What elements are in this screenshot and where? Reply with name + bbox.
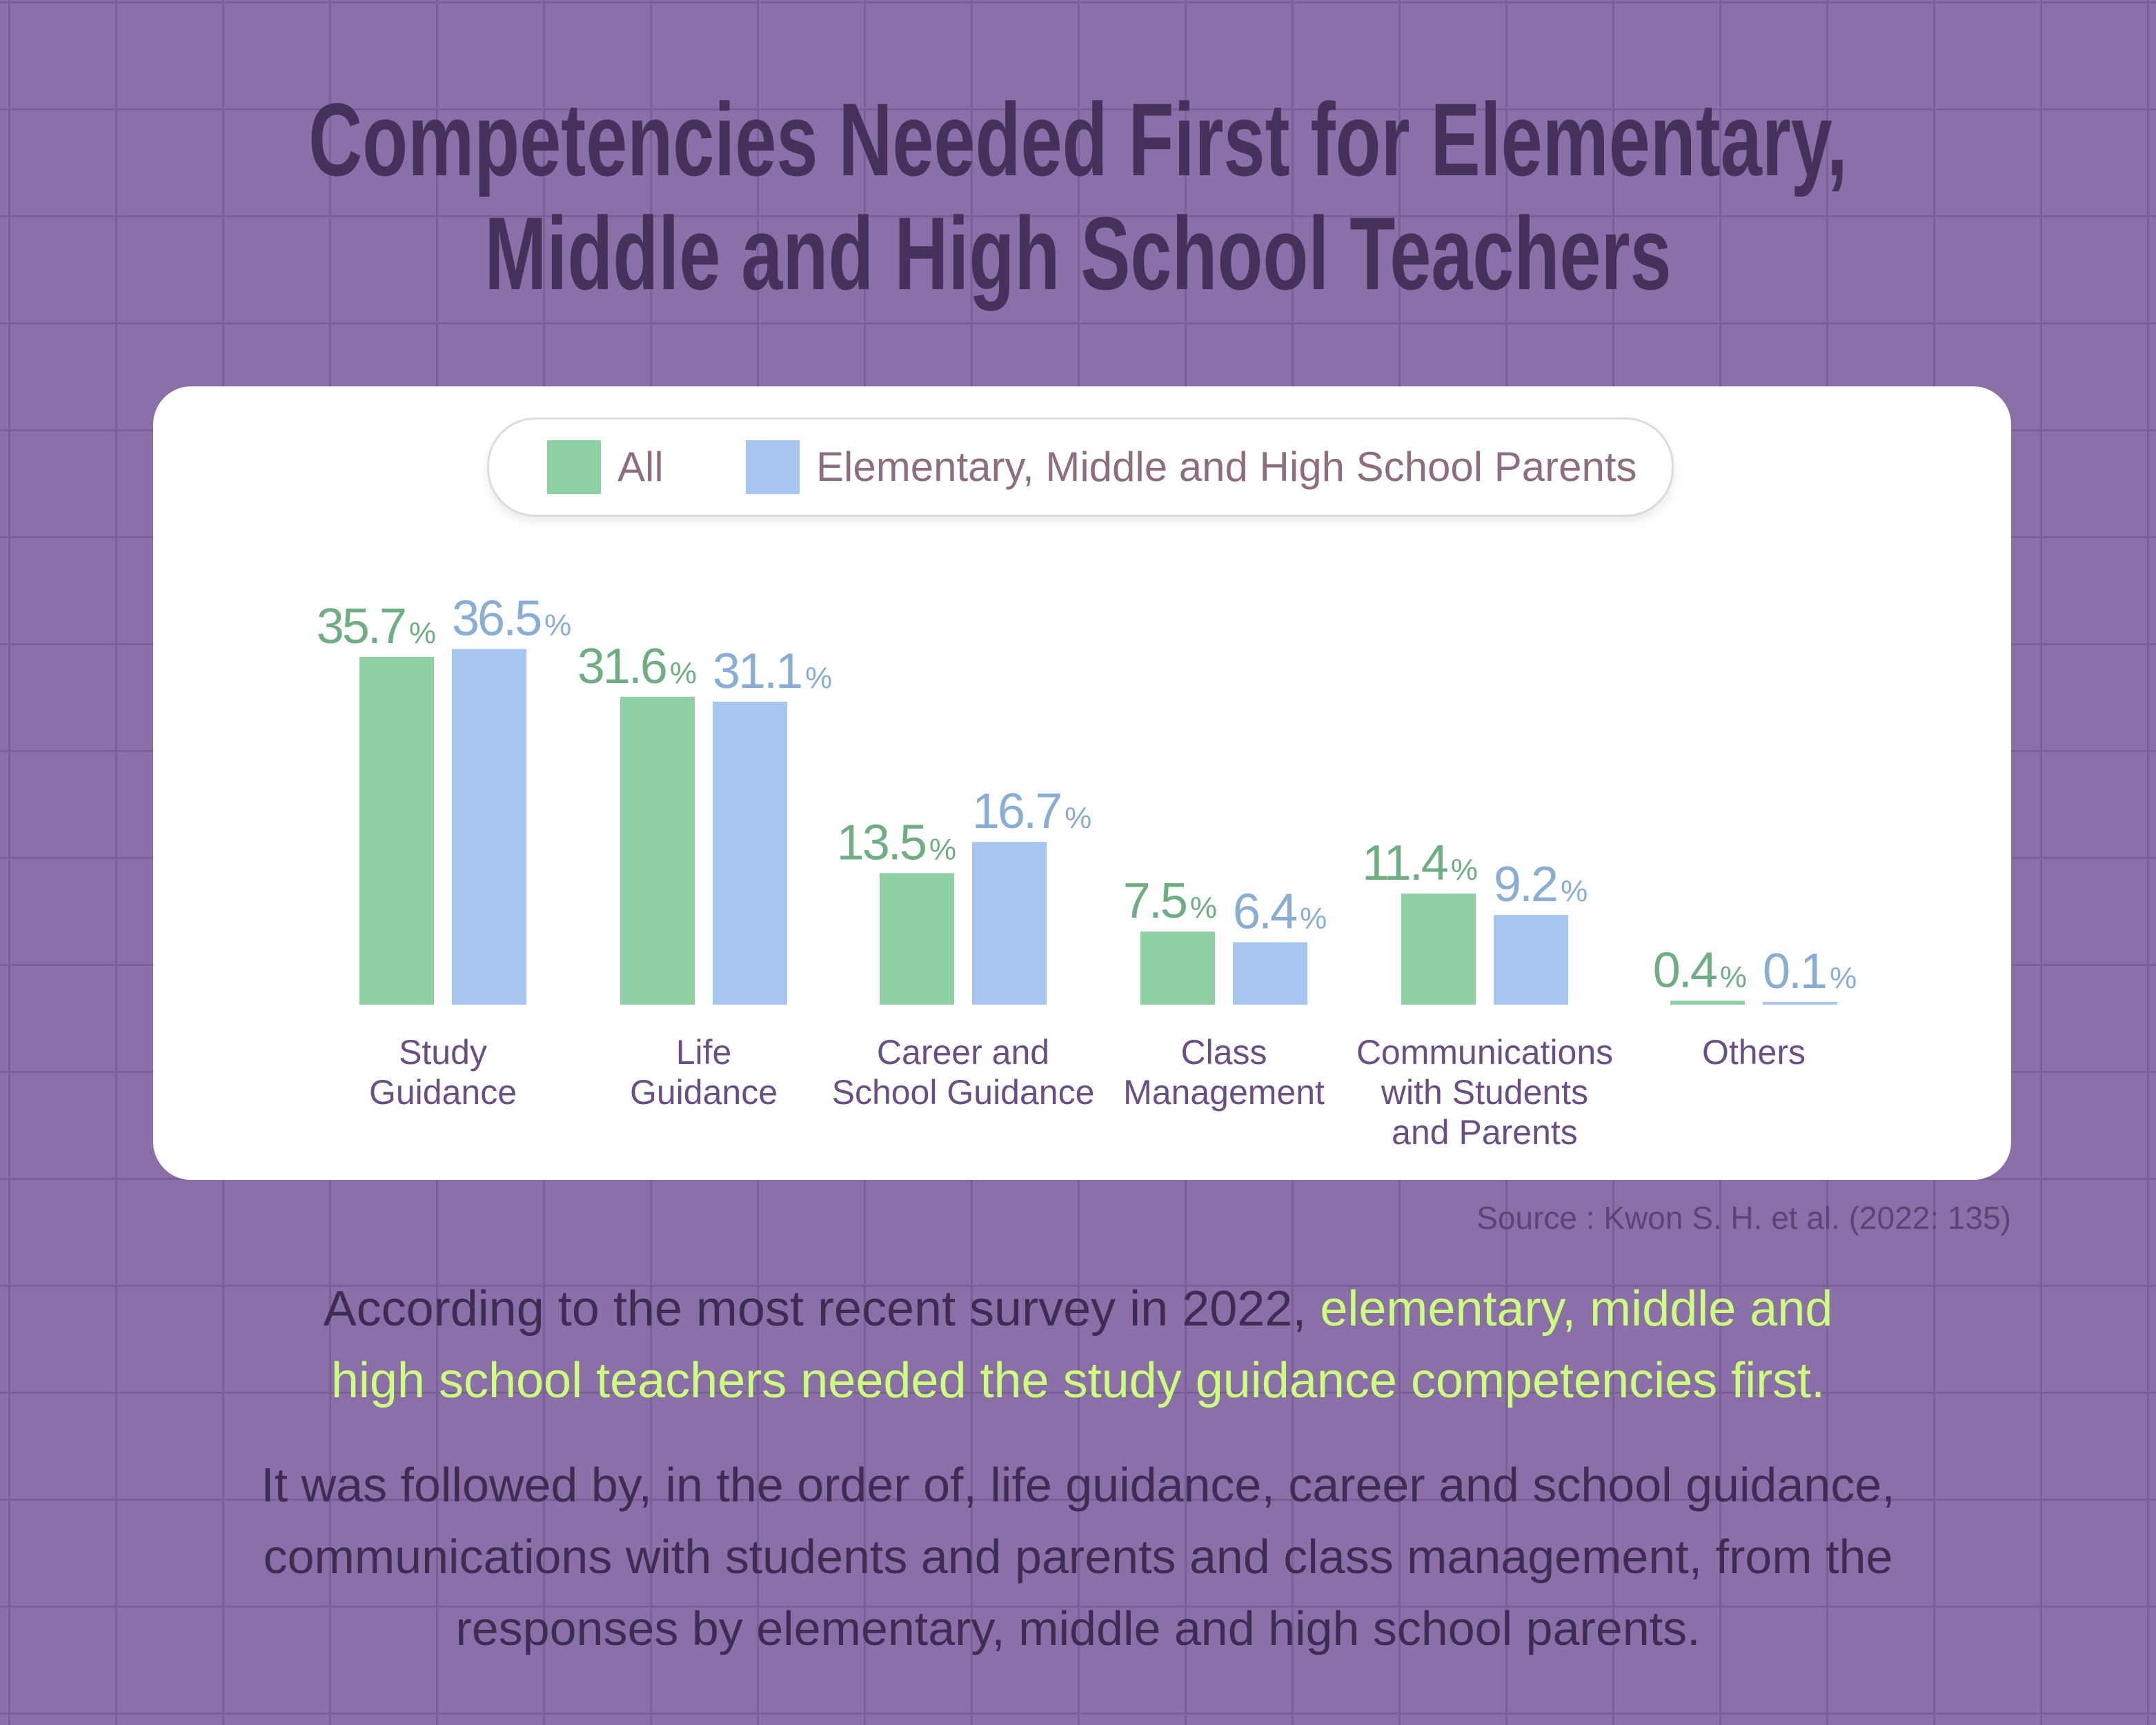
legend-label-all: All bbox=[617, 444, 664, 490]
data-label: 7.5% bbox=[1123, 874, 1216, 929]
title-line-1: Competencies Needed First for Elementary… bbox=[308, 81, 1848, 197]
bar-all bbox=[1140, 931, 1215, 1005]
category-label: Life bbox=[676, 1033, 732, 1072]
bar-all bbox=[359, 656, 434, 1005]
bar-parents bbox=[1494, 915, 1568, 1005]
legend-swatch-all bbox=[547, 440, 601, 494]
bar-parents bbox=[1763, 1002, 1837, 1005]
category-label: Communications bbox=[1356, 1033, 1613, 1072]
category-label: Management bbox=[1123, 1073, 1325, 1112]
data-label: 13.5% bbox=[837, 815, 956, 870]
bar-parents bbox=[713, 701, 787, 1005]
category-label: with Students bbox=[1381, 1073, 1588, 1112]
data-label: 31.6% bbox=[577, 639, 696, 694]
category-label: and Parents bbox=[1392, 1113, 1578, 1152]
data-label: 31.1% bbox=[713, 644, 831, 699]
bar-all bbox=[1401, 894, 1476, 1005]
bar-all bbox=[620, 696, 695, 1005]
title-line-2: Middle and High School Teachers bbox=[484, 195, 1672, 311]
summary-plain: According to the most recent survey in 2… bbox=[323, 1281, 1321, 1337]
source-note: Source : Kwon S. H. et al. (2022: 135) bbox=[1476, 1200, 2011, 1236]
category-label: Others bbox=[1702, 1033, 1806, 1072]
data-label: 0.4% bbox=[1653, 943, 1746, 998]
category-label: Guidance bbox=[630, 1073, 778, 1112]
detail-line-2: communications with students and parents… bbox=[263, 1530, 1893, 1584]
detail-text: It was followed by, in the order of, lif… bbox=[0, 1449, 2156, 1664]
data-label: 35.7% bbox=[317, 599, 435, 654]
bar-all bbox=[880, 873, 954, 1005]
summary-highlight-2: high school teachers needed the study gu… bbox=[330, 1353, 1826, 1408]
bar-parents bbox=[972, 842, 1047, 1005]
page-title: Competencies Needed First for Elementary… bbox=[0, 83, 2156, 310]
data-label: 36.5% bbox=[452, 591, 571, 647]
data-label: 0.1% bbox=[1763, 944, 1856, 999]
category-label: Class bbox=[1180, 1033, 1267, 1072]
data-label: 6.4% bbox=[1233, 885, 1326, 940]
detail-line-1: It was followed by, in the order of, lif… bbox=[261, 1458, 1895, 1512]
category-label: Guidance bbox=[369, 1073, 517, 1112]
data-label: 9.2% bbox=[1494, 857, 1587, 912]
detail-line-3: responses by elementary, middle and high… bbox=[455, 1601, 1701, 1655]
legend-label-parents: Elementary, Middle and High School Paren… bbox=[816, 444, 1637, 490]
bar-parents bbox=[452, 649, 526, 1005]
legend-swatch-parents bbox=[746, 440, 800, 494]
category-label: Study bbox=[399, 1033, 487, 1072]
data-label: 11.4% bbox=[1362, 836, 1477, 891]
chart-legend: All Elementary, Middle and High School P… bbox=[487, 417, 1674, 517]
summary-highlight-1: elementary, middle and bbox=[1320, 1281, 1833, 1337]
summary-text: According to the most recent survey in 2… bbox=[0, 1273, 2156, 1417]
bar-parents bbox=[1233, 942, 1307, 1005]
category-label: School Guidance bbox=[832, 1073, 1095, 1112]
bar-all bbox=[1670, 1000, 1745, 1005]
category-label: Career and bbox=[877, 1033, 1049, 1072]
data-label: 16.7% bbox=[972, 784, 1091, 839]
